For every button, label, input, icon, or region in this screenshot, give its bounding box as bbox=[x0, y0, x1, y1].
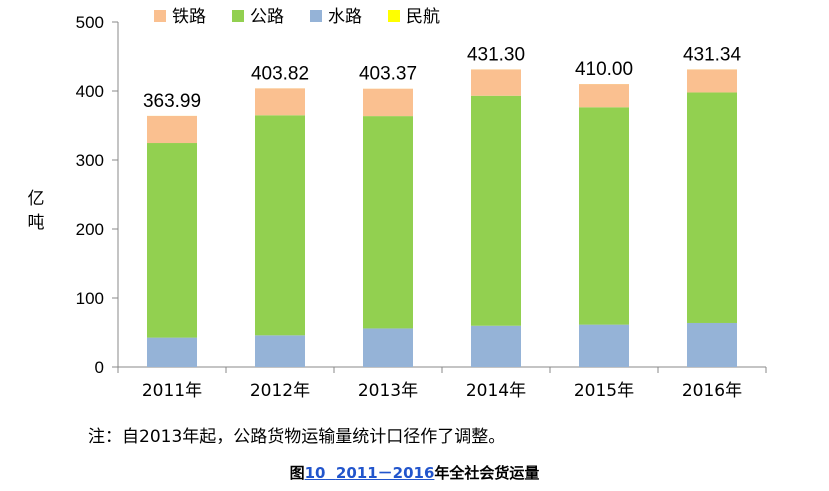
bar-segment-水路 bbox=[687, 322, 737, 367]
bar-segment-铁路 bbox=[471, 69, 521, 96]
bar-segment-公路 bbox=[687, 92, 737, 323]
y-tick-label: 400 bbox=[76, 82, 104, 101]
legend-label-民航: 民航 bbox=[406, 7, 440, 27]
caption-title: 年全社会货运量 bbox=[434, 464, 540, 482]
bar-total-label: 403.82 bbox=[251, 63, 309, 84]
chart-footnote: 注：自2013年起，公路货物运输量统计口径作了调整。 bbox=[88, 427, 506, 447]
bar-segment-铁路 bbox=[363, 88, 413, 117]
legend-label-水路: 水路 bbox=[328, 7, 362, 27]
x-tick-label: 2014年 bbox=[466, 381, 526, 401]
bar-segment-水路 bbox=[579, 324, 629, 367]
legend-label-铁路: 铁路 bbox=[172, 7, 206, 27]
x-tick-label: 2012年 bbox=[250, 381, 310, 401]
x-tick-label: 2015年 bbox=[574, 381, 634, 401]
caption-year-range: 2011－2016 bbox=[335, 464, 435, 482]
bar-total-label: 410.00 bbox=[575, 59, 633, 80]
bar-segment-公路 bbox=[579, 107, 629, 325]
chart-caption: 图10 2011－2016年全社会货运量 bbox=[0, 462, 829, 483]
bar-segment-铁路 bbox=[255, 88, 305, 116]
caption-prefix: 图 bbox=[289, 464, 305, 482]
y-tick-label: 500 bbox=[76, 13, 104, 32]
legend-swatch-民航 bbox=[388, 10, 400, 22]
x-tick-label: 2016年 bbox=[682, 381, 742, 401]
bar-segment-公路 bbox=[147, 143, 197, 338]
bar-total-label: 431.30 bbox=[467, 44, 525, 65]
legend-label-公路: 公路 bbox=[250, 7, 284, 27]
caption-figure-number: 10 bbox=[304, 464, 326, 482]
bar-total-label: 403.37 bbox=[359, 64, 417, 85]
bar-segment-公路 bbox=[363, 116, 413, 329]
bar-segment-铁路 bbox=[687, 69, 737, 93]
caption-number: 10 2011－2016 bbox=[305, 464, 435, 482]
y-tick-label: 100 bbox=[76, 289, 104, 308]
y-tick-label: 0 bbox=[95, 358, 104, 377]
y-tick-label: 200 bbox=[76, 220, 104, 239]
bar-total-label: 431.34 bbox=[683, 44, 742, 65]
bar-segment-水路 bbox=[255, 335, 305, 367]
y-axis-label: 亿吨 bbox=[28, 189, 45, 233]
legend-swatch-铁路 bbox=[154, 10, 166, 22]
legend-swatch-水路 bbox=[310, 10, 322, 22]
bar-segment-公路 bbox=[471, 95, 521, 326]
bar-segment-公路 bbox=[255, 115, 305, 336]
bar-segment-水路 bbox=[471, 325, 521, 367]
bar-segment-水路 bbox=[147, 337, 197, 367]
legend-swatch-公路 bbox=[232, 10, 244, 22]
x-tick-label: 2011年 bbox=[142, 381, 202, 401]
bar-segment-铁路 bbox=[147, 115, 197, 144]
bar-segment-水路 bbox=[363, 328, 413, 367]
y-tick-label: 300 bbox=[76, 151, 104, 170]
bar-segment-铁路 bbox=[579, 84, 629, 108]
stacked-bar-chart: 0 100 200 300 400 500 亿吨 363.99 2011年 403.82 2012年… bbox=[28, 7, 767, 401]
x-tick-label: 2013年 bbox=[358, 381, 418, 401]
bar-total-label: 363.99 bbox=[143, 91, 201, 112]
